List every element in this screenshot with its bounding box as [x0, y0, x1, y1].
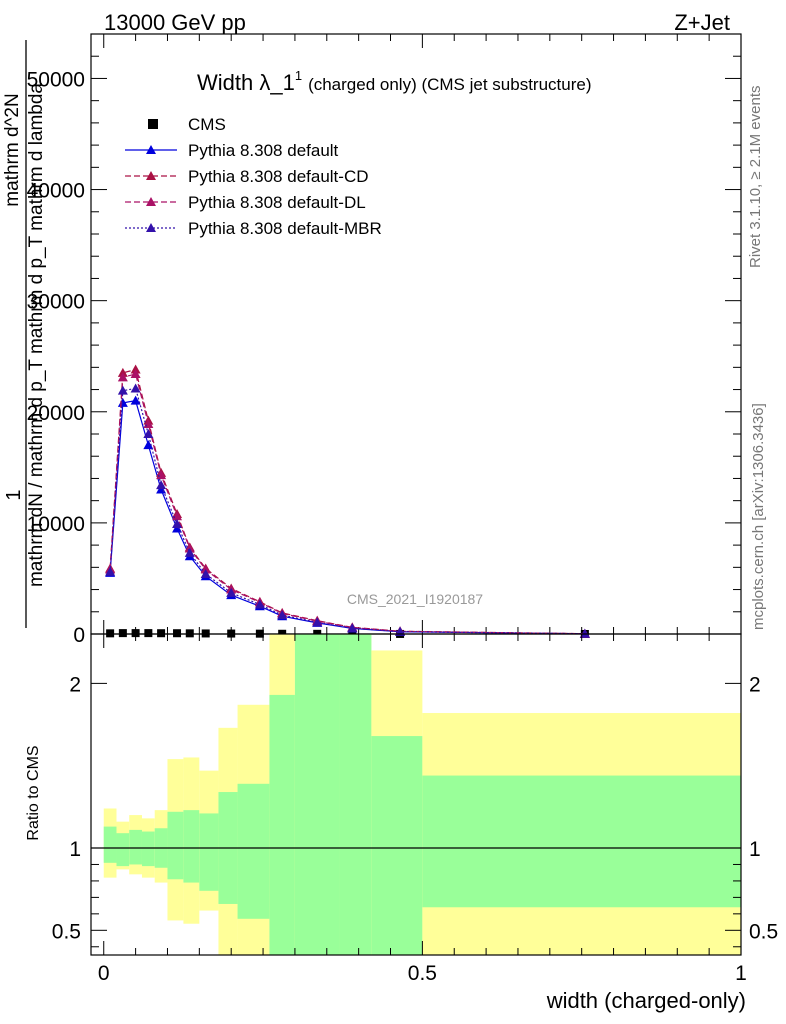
series-marker [347, 623, 358, 633]
ratio-plot-frame [90, 633, 742, 956]
main-y-tick-label: 50000 [27, 68, 85, 91]
green-band-bin [269, 694, 295, 955]
cms-data-point [118, 629, 127, 638]
legend-marker [146, 197, 156, 206]
series-line [109, 387, 585, 635]
series-marker [172, 519, 183, 528]
analysis-watermark: CMS_2021_I1920187 [347, 591, 483, 607]
cms-data-point [106, 629, 115, 638]
legend-label: Pythia 8.308 default-MBR [188, 219, 382, 238]
main-y-tick-label: 20000 [27, 402, 85, 425]
series-marker [156, 480, 167, 490]
series-marker [200, 569, 211, 578]
legend-label: CMS [188, 115, 226, 134]
ratio-xlabel: width (charged-only) [546, 988, 746, 1013]
green-band-bin [183, 810, 200, 883]
green-band-bin [167, 811, 184, 880]
rivet-label: Rivet 3.1.10, ≥ 2.1M events [747, 86, 764, 269]
green-band-bin [116, 833, 130, 867]
main-plot-title-sup: 1 [295, 68, 302, 83]
main-ylabel-line2: mathrm d^2N [2, 93, 23, 206]
legend: CMS Pythia 8.308 default Pythia 8.308 defa… [125, 115, 382, 238]
legend-label: Pythia 8.308 default [188, 141, 339, 160]
ratio-x-tick-label: 1 [735, 962, 747, 985]
ratio-y-tick-label-right: 1 [749, 838, 761, 861]
series-marker [105, 566, 116, 576]
green-band-bin [129, 829, 142, 865]
ratio-y-tick-label: 2 [69, 673, 81, 696]
green-band-bin [339, 634, 372, 955]
series-marker [254, 599, 265, 609]
energy-label: 13000 GeV pp [104, 10, 246, 35]
series-marker [130, 395, 141, 405]
cms-data-point [131, 629, 140, 638]
ratio-y-tick-label-right: 0.5 [749, 920, 778, 943]
ratio-plot: 0 0.5 10.5 0.51 12 2 [52, 633, 778, 985]
ratio-ylabel: Ratio to CMS [25, 745, 42, 840]
green-band-bin [141, 831, 155, 867]
cms-data-point [144, 629, 153, 638]
series-marker [226, 587, 237, 597]
series-marker [143, 440, 154, 450]
ratio-y-tick-label: 1 [69, 838, 81, 861]
series-marker [117, 385, 128, 395]
main-y-tick-label: 10000 [27, 513, 85, 536]
green-band-bin [237, 783, 270, 919]
cms-data-point [173, 629, 182, 638]
cms-data-point [185, 629, 194, 638]
green-band-bin [103, 826, 117, 863]
ratio-x-tick-label: 0 [98, 962, 110, 985]
series-marker [130, 383, 141, 393]
series-marker [130, 369, 141, 378]
series-marker [184, 547, 195, 557]
ratio-y-tick-label: 0.5 [52, 920, 81, 943]
legend-cms-marker [148, 119, 158, 129]
green-band-bin [199, 813, 219, 891]
legend-marker [146, 171, 156, 180]
main-plot-subtitle: (charged only) (CMS jet substructure) [308, 75, 591, 94]
main-ylabel-numerator: 1 [3, 489, 25, 500]
main-ylabel-line1: mathrm dN / mathrm d p_T mathrm d p_T ma… [26, 83, 47, 587]
main-plot-title: Width λ_11 (charged only) (CMS jet substr… [197, 68, 592, 95]
series-marker [579, 628, 590, 638]
green-band-bin [422, 775, 741, 908]
legend-label: Pythia 8.308 default-CD [188, 167, 369, 186]
green-band-bin [294, 634, 340, 955]
legend-marker [146, 145, 156, 154]
series-marker [312, 617, 323, 627]
main-y-tick-label: 40000 [27, 180, 85, 203]
mcplots-label: mcplots.cern.ch [arXiv:1306.3436] [750, 403, 767, 630]
main-plot-title-text: Width λ_1 [197, 70, 295, 95]
legend-marker [146, 223, 156, 232]
cms-data-point [157, 629, 166, 638]
main-plot: 0 10000 20000 30000 40000 50000 [27, 33, 742, 647]
series-marker [277, 610, 288, 620]
process-label: Z+Jet [674, 10, 730, 35]
main-y-tick-label: 30000 [27, 291, 85, 314]
ratio-y-tick-label-right: 2 [749, 673, 761, 696]
ratio-x-tick-label: 0.5 [408, 962, 437, 985]
series-marker [117, 372, 128, 382]
legend-label: Pythia 8.308 default-DL [188, 193, 366, 212]
main-y-tick-label: 0 [73, 624, 85, 647]
green-band-bin [371, 736, 423, 955]
series-marker [143, 429, 154, 438]
